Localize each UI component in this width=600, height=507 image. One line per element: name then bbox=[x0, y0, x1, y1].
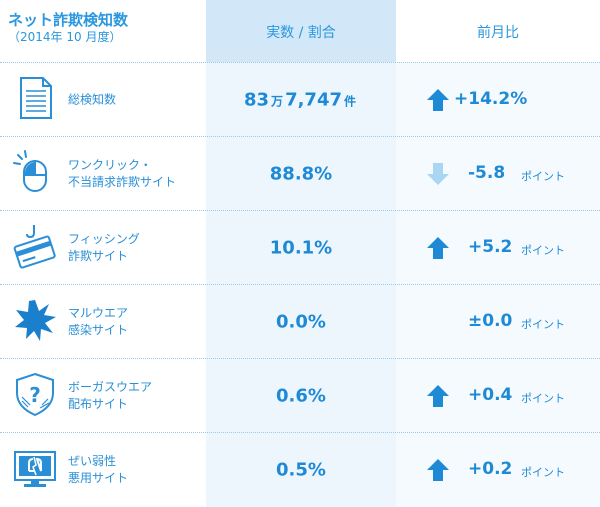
shield-question-icon: ? bbox=[16, 372, 54, 417]
row-label: 総検知数 bbox=[68, 92, 117, 106]
row-value: 83 万 7,747 件 bbox=[243, 89, 357, 110]
table-row: フィッシング 詐欺サイト 10.1% +5.2 ポイント bbox=[0, 210, 600, 284]
compare-value: +0.4 bbox=[468, 384, 513, 405]
row-compare: ±0.0 ポイント bbox=[396, 307, 600, 337]
compare-value: +0.2 bbox=[468, 459, 513, 479]
broken-monitor-icon bbox=[14, 451, 56, 487]
table-row: ? ボーガスウエア 配布サイト 0.6% +0.4 ポイント bbox=[0, 358, 600, 432]
row-compare: +5.2 ポイント bbox=[396, 233, 600, 263]
row-label: ぜい弱性 悪用サイト bbox=[68, 454, 129, 485]
mouse-click-icon bbox=[13, 150, 47, 192]
compare-unit: ポイント bbox=[521, 243, 565, 257]
title-text: ネット詐欺検知数 bbox=[8, 11, 129, 29]
compare-value: ±0.0 bbox=[468, 310, 513, 331]
row-compare: +14.2% bbox=[396, 85, 600, 115]
ratio-column-bg bbox=[206, 0, 396, 507]
row-label: ワンクリック・ 不当請求詐欺サイト bbox=[68, 157, 177, 189]
table-row: マルウエア 感染サイト 0.0% ±0.0 ポイント bbox=[0, 284, 600, 358]
arrow-up-icon bbox=[427, 88, 449, 111]
phishing-card-icon bbox=[13, 225, 56, 269]
table-body: 総検知数 83 万 7,747 件 +14.2% ワンクリック・ 不当請求詐欺サイト 8… bbox=[0, 62, 600, 507]
document-icon bbox=[20, 77, 52, 119]
page-title: ネット詐欺検知数 （2014年 10 月度） bbox=[8, 12, 128, 46]
header-compare: 前月比 bbox=[477, 25, 519, 41]
row-value: 0.5% bbox=[276, 459, 326, 481]
malware-burst-icon bbox=[15, 300, 56, 341]
title-period: （2014年 10 月度） bbox=[8, 30, 122, 44]
row-label: フィッシング 詐欺サイト bbox=[68, 231, 140, 263]
compare-unit: ポイント bbox=[521, 317, 565, 331]
row-value: 0.0% bbox=[276, 311, 326, 332]
compare-value: +14.2% bbox=[454, 88, 528, 109]
header-ratio: 実数 / 割合 bbox=[266, 25, 336, 41]
compare-value: +5.2 bbox=[468, 236, 513, 257]
row-label: ボーガスウエア 配布サイト bbox=[68, 379, 153, 411]
arrow-up-icon bbox=[427, 384, 449, 407]
compare-unit: ポイント bbox=[521, 169, 565, 183]
table-header: ネット詐欺検知数 （2014年 10 月度） 実数 / 割合 前月比 bbox=[0, 0, 600, 62]
row-label: マルウエア 感染サイト bbox=[68, 305, 129, 337]
arrow-down-icon bbox=[427, 162, 449, 185]
arrow-up-icon bbox=[427, 236, 449, 259]
compare-unit: ポイント bbox=[521, 466, 565, 479]
svg-text:?: ? bbox=[29, 383, 41, 407]
row-value: 10.1% bbox=[269, 237, 333, 258]
compare-value: -5.8 bbox=[468, 162, 506, 183]
row-value: 0.6% bbox=[276, 385, 326, 406]
ratio-header-bg bbox=[206, 0, 396, 62]
row-compare: -5.8 ポイント bbox=[396, 159, 600, 189]
row-compare: +0.4 ポイント bbox=[396, 381, 600, 411]
row-value: 88.8% bbox=[269, 163, 333, 184]
row-compare: +0.2 ポイント bbox=[396, 455, 600, 485]
table-row: ぜい弱性 悪用サイト 0.5% +0.2 ポイント bbox=[0, 432, 600, 507]
table-row: 総検知数 83 万 7,747 件 +14.2% bbox=[0, 62, 600, 136]
table-row: ワンクリック・ 不当請求詐欺サイト 88.8% -5.8 ポイント bbox=[0, 136, 600, 210]
compare-unit: ポイント bbox=[521, 391, 565, 405]
arrow-up-icon bbox=[427, 459, 449, 481]
